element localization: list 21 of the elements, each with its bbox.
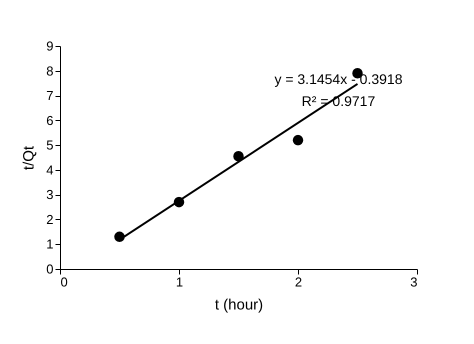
y-tick-label: 9 bbox=[46, 38, 54, 54]
x-tick-label: 1 bbox=[176, 274, 184, 290]
point bbox=[292, 134, 304, 146]
y-axis-title: t/Qt bbox=[20, 145, 38, 170]
annotation: y = 3.1454x - 0.3918 bbox=[274, 71, 403, 87]
y-tick-label: 1 bbox=[46, 236, 54, 252]
point bbox=[114, 232, 125, 242]
point bbox=[233, 151, 244, 162]
point bbox=[174, 196, 184, 208]
y-tick-label: 2 bbox=[46, 212, 54, 227]
y-tick-label: 7 bbox=[46, 88, 54, 104]
y-tick-label: 3 bbox=[46, 187, 54, 202]
y-tick-label: 4 bbox=[46, 162, 54, 178]
y-tick-label: 8 bbox=[46, 63, 54, 78]
y-tick-label: 5 bbox=[46, 138, 54, 153]
y-tick-label: 0 bbox=[46, 262, 54, 276]
x-tick-label: 2 bbox=[294, 274, 302, 290]
x-axis-title: t (hour) bbox=[214, 296, 264, 314]
x-tick-label: 0 bbox=[60, 274, 68, 290]
y-tick-label: 6 bbox=[46, 112, 54, 128]
x-tick-label: 3 bbox=[410, 274, 418, 290]
